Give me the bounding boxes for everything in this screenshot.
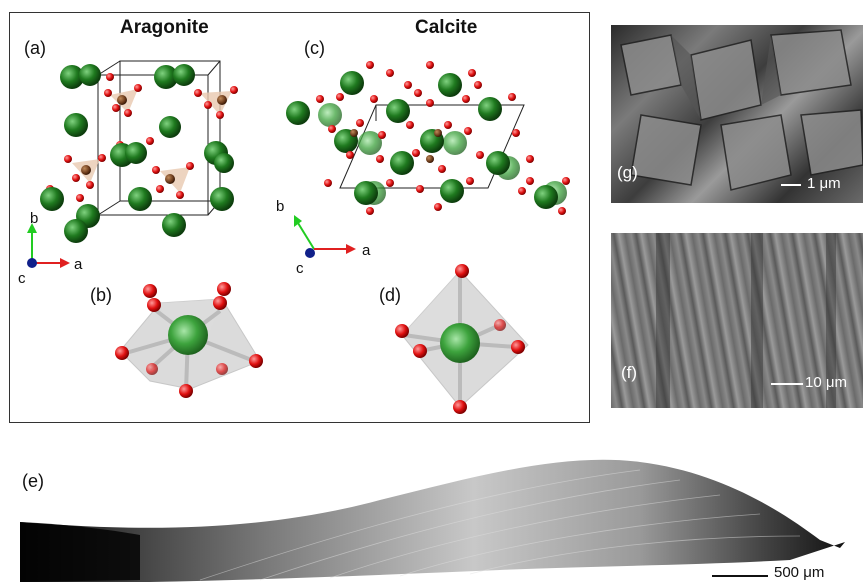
axis-b-label-calcite: b — [276, 198, 284, 215]
axis-c-label-calcite: c — [296, 260, 304, 277]
axis-a-label-aragonite: a — [74, 256, 83, 273]
label-b: (b) — [90, 285, 112, 305]
aragonite-title: Aragonite — [120, 17, 209, 38]
scale-bar-g — [781, 184, 801, 186]
scale-text-g: 1 μm — [807, 175, 841, 192]
axis-b-label-aragonite: b — [30, 210, 38, 227]
aragonite-unit-cell: b a c b a c — [18, 60, 570, 414]
sem-image-f: (f) 10 μm — [611, 233, 863, 408]
label-f: (f) — [621, 363, 638, 382]
calcite-title: Calcite — [415, 17, 478, 38]
crystal-structures-panel: Aragonite Calcite (a) (c) (b) (d) — [9, 12, 590, 423]
calcite-polyhedron — [395, 264, 529, 414]
label-e: (e) — [22, 471, 44, 491]
scale-bar-f — [771, 383, 803, 385]
label-a: (a) — [24, 38, 46, 58]
label-g: (g) — [617, 163, 638, 182]
axis-c-label-aragonite: c — [18, 270, 26, 287]
calcite-axes — [294, 215, 356, 258]
aragonite-axes — [27, 223, 70, 268]
sem-image-g: (g) 1 μm — [611, 25, 863, 203]
scale-text-f: 10 μm — [805, 374, 847, 391]
scale-text-e: 500 μm — [774, 564, 825, 581]
label-d: (d) — [379, 285, 401, 305]
shell-cross-section — [20, 459, 845, 582]
axis-a-label-calcite: a — [362, 242, 371, 259]
aragonite-polyhedron — [115, 282, 263, 398]
label-c: (c) — [304, 38, 325, 58]
scale-bar-e — [712, 575, 768, 577]
